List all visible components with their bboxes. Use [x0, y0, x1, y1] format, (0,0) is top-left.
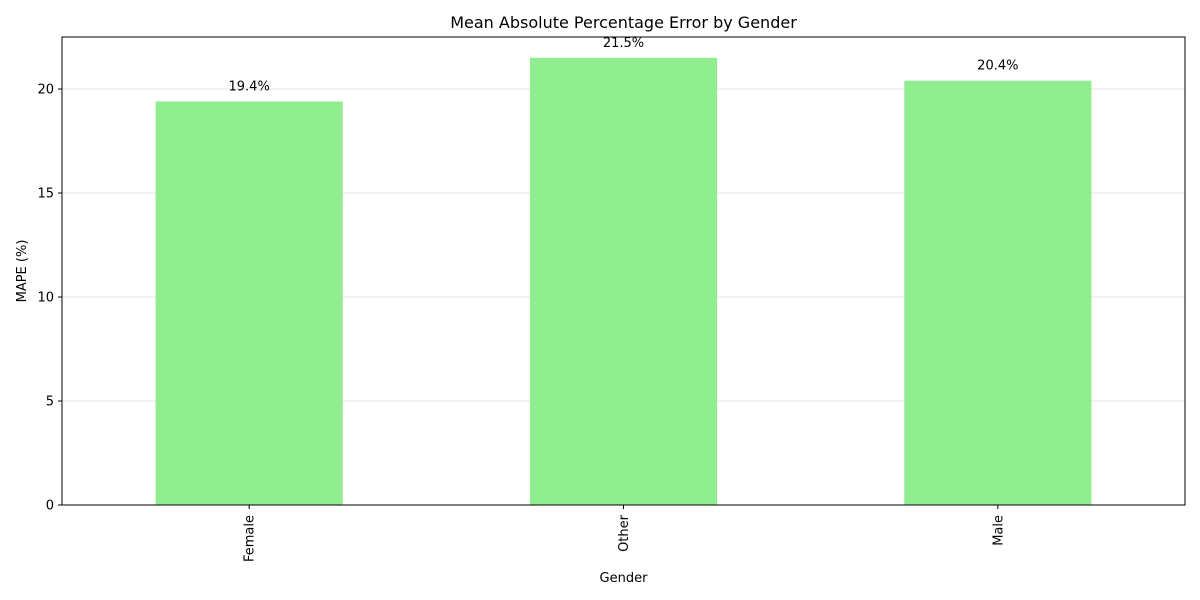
y-tick-label: 15 — [37, 187, 54, 202]
bar-male — [904, 80, 1092, 506]
y-tick-label: 5 — [46, 395, 54, 410]
bar-other — [529, 57, 718, 506]
y-axis-ticks: 0 5 10 15 20 — [37, 83, 62, 514]
x-tick-label-male: Male — [991, 515, 1006, 546]
data-label-other: 21.5% — [603, 36, 644, 51]
x-tick-label-female: Female — [243, 515, 258, 562]
bar-female — [155, 101, 343, 505]
y-tick-label: 20 — [37, 83, 54, 98]
data-label-male: 20.4% — [977, 59, 1018, 74]
x-tick-label-other: Other — [617, 514, 632, 552]
y-axis-label: MAPE (%) — [15, 240, 30, 303]
chart-title: Mean Absolute Percentage Error by Gender — [450, 13, 797, 32]
x-axis-label: Gender — [600, 571, 649, 586]
y-tick-label: 10 — [37, 291, 54, 306]
bars — [155, 57, 1092, 506]
data-labels: 19.4% 21.5% 20.4% — [229, 36, 1019, 95]
y-tick-label: 0 — [46, 499, 54, 514]
x-axis-ticks: Female Other Male — [243, 505, 1006, 562]
data-label-female: 19.4% — [229, 79, 270, 94]
